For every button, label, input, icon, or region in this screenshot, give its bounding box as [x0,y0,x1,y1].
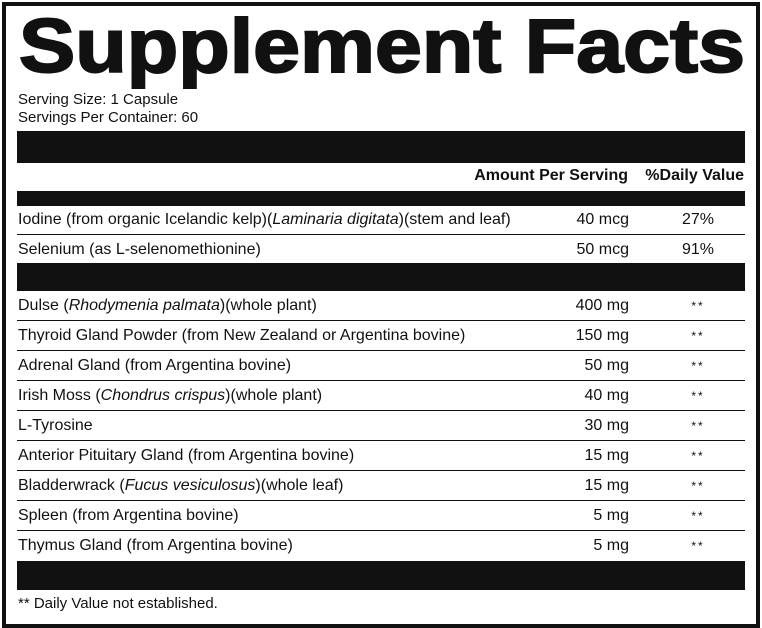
amount-header: Amount Per Serving [474,167,628,184]
row-rule [17,350,745,351]
ingredient-name: Bladderwrack (Fucus vesiculosus)(whole l… [18,477,343,495]
daily-value: ** [691,329,705,344]
daily-value: ** [691,389,705,404]
name-part: )(stem and leaf) [398,211,511,228]
title-box: Supplement Facts [18,3,746,90]
amount: 50 mg [584,357,629,375]
serving-size: Serving Size: 1 Capsule [18,91,179,108]
black-bar [17,263,745,291]
name-part: Thyroid Gland Powder (from New Zealand o… [18,327,466,345]
amount: 150 mg [575,327,629,345]
footnote: ** Daily Value not established. [18,595,218,612]
row-rule [17,380,745,381]
ingredient-name: Thyroid Gland Powder (from New Zealand o… [18,327,465,345]
daily-value: ** [691,419,705,434]
name-part: Bladderwrack ( [18,477,125,495]
daily-value: ** [691,539,705,554]
black-bar [17,131,745,163]
title: Supplement Facts [19,4,745,89]
row-rule [17,320,745,321]
ingredient-name: Selenium (as L-selenomethionine) [18,241,261,259]
amount: 50 mcg [576,241,629,259]
daily-value: ** [691,509,705,524]
ingredient-name: Dulse (Rhodymenia palmata)(whole plant) [18,297,317,315]
amount: 5 mg [593,537,629,555]
ingredient-name: Irish Moss (Chondrus crispus)(whole plan… [18,387,322,405]
row-rule [17,470,745,471]
name-part: Thymus Gland (from Argentina bovine) [18,537,293,555]
daily-value: ** [691,449,705,464]
daily-value-header: %Daily Value [645,167,744,184]
name-part: Dulse ( [18,297,69,314]
ingredient-name: Spleen (from Argentina bovine) [18,507,239,525]
name-part: Laminaria digitata [272,211,399,228]
row-rule [17,440,745,441]
amount: 400 mg [575,297,629,314]
amount: 5 mg [593,507,629,525]
ingredient-name: Anterior Pituitary Gland (from Argentina… [18,447,354,465]
name-part: Spleen (from Argentina bovine) [18,507,239,525]
name-part: )(whole leaf) [255,477,344,495]
name-part: L-Tyrosine [18,417,93,435]
name-part: Fucus vesiculosus [124,477,256,495]
ingredient-name: Adrenal Gland (from Argentina bovine) [18,357,291,375]
black-bar [17,191,745,206]
row-rule [17,410,745,411]
name-part: )(whole plant) [219,297,317,314]
amount: 30 mg [584,417,629,435]
ingredient-name: L-Tyrosine [18,417,93,435]
servings-per-container: Servings Per Container: 60 [18,109,199,126]
amount: 15 mg [584,477,629,495]
amount: 15 mg [584,447,629,465]
name-part: Rhodymenia palmata [68,297,220,314]
amount: 40 mg [584,387,629,405]
daily-value: 27% [681,211,715,228]
name-part: Irish Moss ( [18,387,101,405]
row-rule [17,530,745,531]
name-part: Iodine (from organic Icelandic kelp)( [18,211,273,228]
ingredient-name: Thymus Gland (from Argentina bovine) [18,537,293,555]
daily-value: ** [691,299,705,313]
daily-value: ** [691,479,705,494]
name-part: Anterior Pituitary Gland (from Argentina… [18,447,355,465]
row-rule [17,234,745,235]
name-part: Chondrus crispus [100,387,226,405]
name-part: Adrenal Gland (from Argentina bovine) [18,357,292,375]
row-rule [17,500,745,501]
black-bar [17,561,745,590]
daily-value: 91% [681,241,715,259]
daily-value: ** [691,359,705,374]
name-part: Selenium (as L-selenomethionine) [18,241,261,259]
ingredient-name: Iodine (from organic Icelandic kelp)(Lam… [18,211,511,229]
name-part: )(whole plant) [225,387,323,405]
amount: 40 mcg [576,211,629,228]
